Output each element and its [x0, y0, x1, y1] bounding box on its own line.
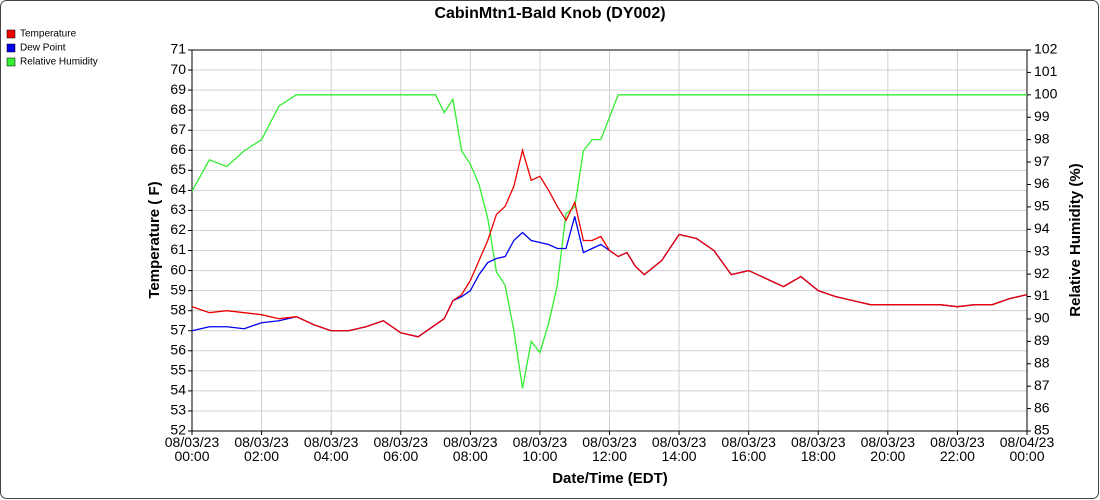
legend-label: Dew Point [20, 43, 66, 54]
y2-tick-label: 85 [1034, 422, 1050, 438]
x-tick-label: 08/03/23 12:00 [582, 434, 637, 464]
y2-tick-label: 90 [1034, 310, 1050, 326]
y-tick-label: 69 [170, 81, 186, 97]
y-tick-label: 62 [170, 221, 186, 237]
y2-tick-label: 97 [1034, 153, 1050, 169]
x-tick-label: 08/03/23 20:00 [861, 434, 916, 464]
legend-label: Temperature [20, 29, 77, 40]
x-tick-label: 08/03/23 16:00 [721, 434, 776, 464]
y2-tick-label: 95 [1034, 198, 1050, 214]
x-tick-label: 08/03/23 10:00 [513, 434, 568, 464]
x-tick-label: 08/03/23 14:00 [652, 434, 707, 464]
y2-tick-label: 93 [1034, 242, 1050, 258]
data-line [191, 147, 1028, 338]
y-tick-label: 70 [170, 61, 186, 77]
y2-tick-label: 100 [1034, 86, 1058, 102]
y-tick-label: 59 [170, 281, 186, 297]
chart-title: CabinMtn1-Bald Knob (DY002) [434, 5, 665, 22]
y-tick-label: 60 [170, 261, 186, 277]
y-tick-label: 71 [170, 41, 186, 57]
y2-tick-label: 88 [1034, 354, 1050, 370]
y2-tick-label: 98 [1034, 130, 1050, 146]
y-tick-label: 64 [170, 181, 186, 197]
y-tick-label: 57 [170, 321, 186, 337]
x-tick-label: 08/03/23 08:00 [443, 434, 498, 464]
y2-tick-label: 99 [1034, 108, 1050, 124]
x-tick-label: 08/04/23 00:00 [1000, 434, 1055, 464]
legend-swatch [6, 57, 16, 67]
x-tick-label: 08/03/23 02:00 [234, 434, 289, 464]
y-tick-label: 66 [170, 141, 186, 157]
y2-tick-label: 92 [1034, 265, 1050, 281]
y2-axis-title: Relative Humidity (%) [1067, 163, 1084, 316]
y-tick-label: 68 [170, 101, 186, 117]
y2-tick-label: 102 [1034, 41, 1058, 57]
y-tick-label: 56 [170, 341, 186, 357]
y2-tick-label: 87 [1034, 377, 1050, 393]
y-tick-label: 67 [170, 121, 186, 137]
y2-tick-label: 86 [1034, 399, 1050, 415]
y2-tick-label: 89 [1034, 332, 1050, 348]
y-tick-label: 54 [170, 382, 186, 398]
plot-frame [191, 49, 1028, 432]
y2-tick-label: 94 [1034, 220, 1050, 236]
x-axis-title: Date/Time (EDT) [552, 470, 668, 487]
y-axis-title: Temperature ( F) [146, 181, 163, 298]
y-tick-label: 55 [170, 362, 186, 378]
x-tick-label: 08/03/23 00:00 [165, 434, 220, 464]
y2-tick-label: 96 [1034, 175, 1050, 191]
y2-tick-label: 101 [1034, 63, 1058, 79]
x-tick-label: 08/03/23 06:00 [374, 434, 429, 464]
y-tick-label: 63 [170, 201, 186, 217]
legend-label: Relative Humidity [20, 57, 98, 68]
x-tick-label: 08/03/23 04:00 [304, 434, 359, 464]
y-tick-label: 61 [170, 241, 186, 257]
y2-tick-label: 91 [1034, 287, 1050, 303]
data-line [191, 94, 1027, 389]
x-tick-label: 08/03/23 18:00 [791, 434, 846, 464]
x-tick-label: 08/03/23 22:00 [930, 434, 985, 464]
y-tick-label: 65 [170, 161, 186, 177]
legend-swatch [6, 43, 16, 53]
legend-swatch [6, 29, 16, 39]
y-tick-label: 53 [170, 402, 186, 418]
y-tick-label: 58 [170, 301, 186, 317]
y-tick-label: 52 [170, 422, 186, 438]
